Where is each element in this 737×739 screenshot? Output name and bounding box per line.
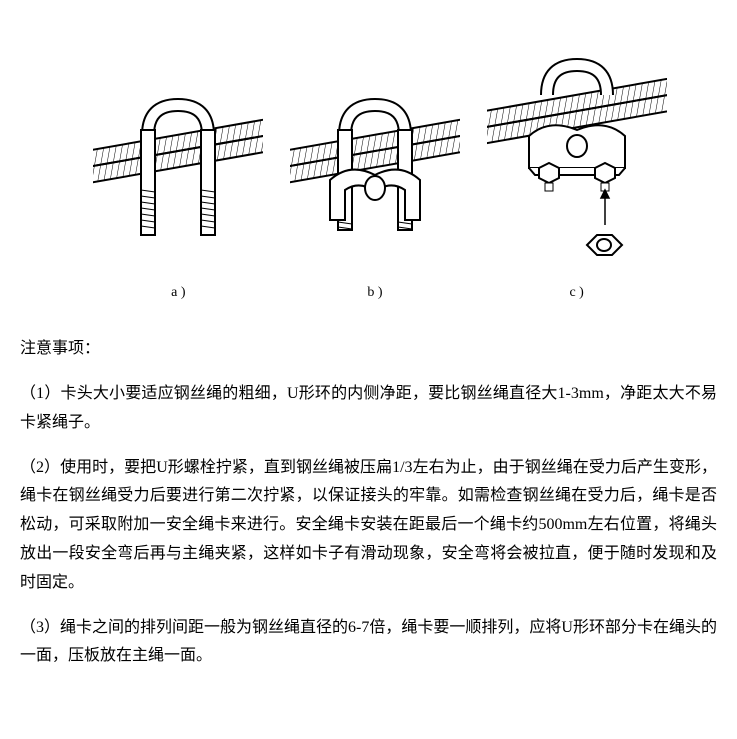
figure-b: b ) bbox=[290, 80, 460, 305]
figure-c-svg bbox=[487, 40, 667, 270]
paragraph-2: （2）使用时，要把U形螺栓拧紧，直到钢丝绳被压扁1/3左右为止，由于钢丝绳在受力… bbox=[20, 454, 717, 598]
figure-b-svg bbox=[290, 80, 460, 270]
figure-a: a ) bbox=[93, 80, 263, 305]
figure-a-svg bbox=[93, 80, 263, 270]
figure-c: c ) bbox=[487, 40, 667, 305]
figure-b-label: b ) bbox=[290, 280, 460, 305]
paragraph-1: （1）卡头大小要适应钢丝绳的粗细，U形环的内侧净距，要比钢丝绳直径大1-3mm，… bbox=[20, 380, 717, 438]
figure-c-label: c ) bbox=[487, 280, 667, 305]
figure-row: a ) bbox=[80, 40, 680, 305]
notes-heading: 注意事项： bbox=[20, 335, 717, 364]
paragraph-3: （3）绳卡之间的排列间距一般为钢丝绳直径的6-7倍，绳卡要一顺排列，应将U形环部… bbox=[20, 614, 717, 672]
figure-a-label: a ) bbox=[93, 280, 263, 305]
